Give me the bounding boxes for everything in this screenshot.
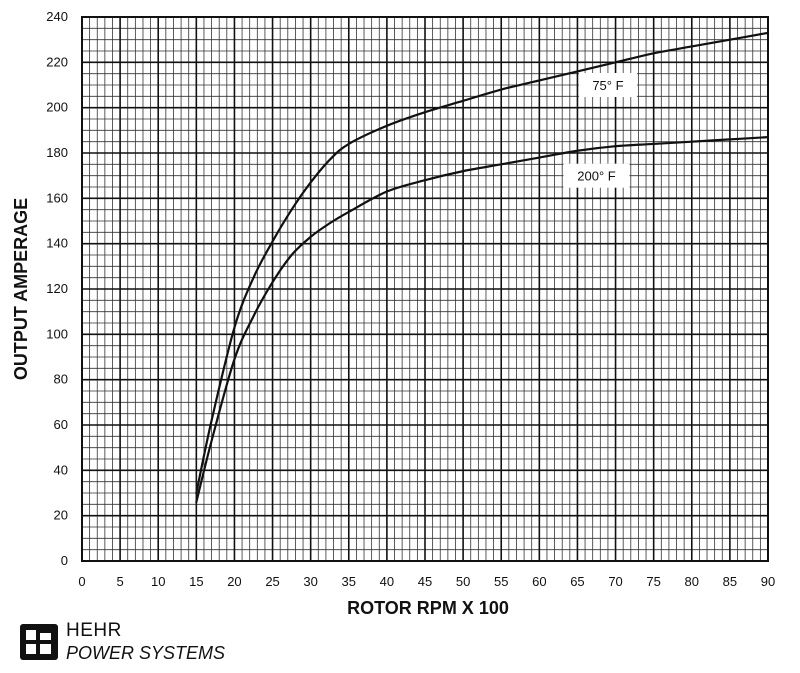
x-tick-label: 65 bbox=[570, 574, 584, 589]
x-tick-label: 0 bbox=[78, 574, 85, 589]
company-tagline: POWER SYSTEMS bbox=[66, 643, 226, 663]
series-label-text: 75° F bbox=[592, 78, 623, 93]
series-label-text: 200° F bbox=[577, 169, 616, 184]
x-tick-label: 15 bbox=[189, 574, 203, 589]
x-tick-label: 30 bbox=[303, 574, 317, 589]
x-tick-label: 45 bbox=[418, 574, 432, 589]
major-gridlines bbox=[81, 16, 769, 562]
x-tick-label: 40 bbox=[380, 574, 394, 589]
y-tick-labels: 0 20 40 60 80 100 120 140 160 180 200 220 240 bbox=[46, 9, 68, 568]
series-line-0 bbox=[195, 31, 770, 495]
x-axis-title: ROTOR RPM X 100 bbox=[347, 598, 509, 618]
y-tick-label: 160 bbox=[46, 190, 68, 205]
x-tick-label: 70 bbox=[608, 574, 622, 589]
series-labels: 75° F 200° F bbox=[563, 73, 637, 188]
y-tick-label: 200 bbox=[46, 100, 68, 115]
x-tick-label: 85 bbox=[723, 574, 737, 589]
x-tick-label: 10 bbox=[151, 574, 165, 589]
x-tick-label: 55 bbox=[494, 574, 508, 589]
series-label-1: 200° F bbox=[563, 163, 630, 188]
x-tick-label: 60 bbox=[532, 574, 546, 589]
y-tick-label: 80 bbox=[54, 372, 68, 387]
y-tick-label: 240 bbox=[46, 9, 68, 24]
plot-frame bbox=[81, 16, 769, 562]
x-tick-label: 80 bbox=[685, 574, 699, 589]
x-tick-label: 35 bbox=[342, 574, 356, 589]
y-tick-label: 120 bbox=[46, 281, 68, 296]
x-tick-label: 25 bbox=[265, 574, 279, 589]
y-tick-label: 140 bbox=[46, 236, 68, 251]
company-logo-block: HEHR POWER SYSTEMS bbox=[20, 620, 225, 664]
y-tick-label: 40 bbox=[54, 462, 68, 477]
x-tick-label: 75 bbox=[646, 574, 660, 589]
series-lines bbox=[195, 31, 770, 504]
y-tick-label: 20 bbox=[54, 508, 68, 523]
y-axis-title: OUTPUT AMPERAGE bbox=[11, 198, 31, 380]
series-label-box bbox=[578, 73, 637, 97]
y-tick-label: 100 bbox=[46, 326, 68, 341]
x-tick-labels: 0 5 10 15 20 25 30 35 40 45 50 55 60 65 70 75 80 85 90 bbox=[78, 574, 775, 589]
x-tick-label: 5 bbox=[116, 574, 123, 589]
x-tick-label: 50 bbox=[456, 574, 470, 589]
x-tick-label: 90 bbox=[761, 574, 775, 589]
series-line-1 bbox=[195, 136, 770, 504]
y-tick-label: 0 bbox=[61, 553, 68, 568]
series-label-box bbox=[563, 163, 630, 188]
series-label-0: 75° F bbox=[578, 73, 637, 97]
y-tick-label: 220 bbox=[46, 54, 68, 69]
x-tick-label: 20 bbox=[227, 574, 241, 589]
company-logo-icon bbox=[20, 624, 58, 660]
y-tick-label: 180 bbox=[46, 145, 68, 160]
company-name: HEHR bbox=[66, 620, 122, 641]
y-tick-label: 60 bbox=[54, 417, 68, 432]
